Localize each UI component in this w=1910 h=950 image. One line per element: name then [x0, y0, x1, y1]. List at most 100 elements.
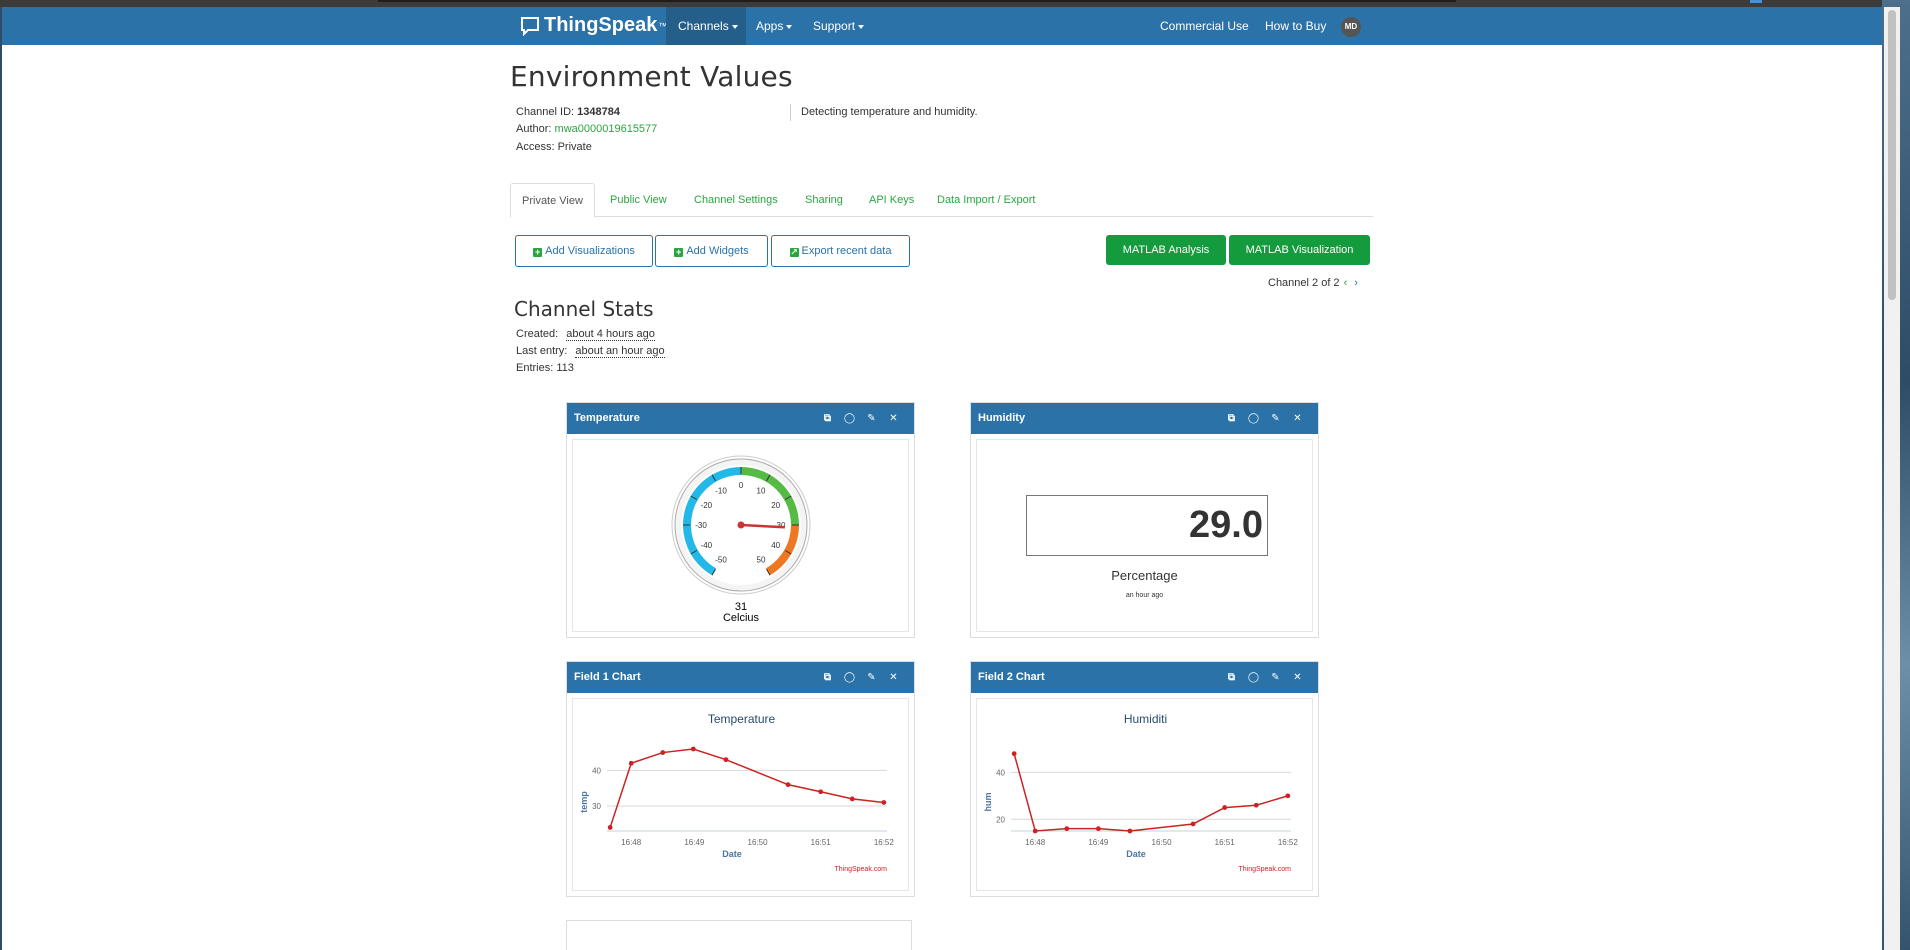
- chart-title: Temperature: [708, 712, 776, 726]
- tab-public-view[interactable]: Public View: [610, 194, 667, 206]
- nav-channels-label: Channels: [678, 19, 729, 33]
- data-point[interactable]: [1127, 828, 1133, 834]
- widget-header: Field 1 Chart ⧉ ◯ ✎ ✕: [567, 662, 914, 693]
- close-icon[interactable]: ✕: [889, 413, 898, 424]
- data-point[interactable]: [881, 800, 887, 805]
- brand-logo[interactable]: ThingSpeak ™: [520, 14, 667, 37]
- close-icon[interactable]: ✕: [889, 672, 898, 683]
- gauge-tick-label: 30: [777, 521, 786, 530]
- pencil-icon[interactable]: ✎: [1271, 672, 1280, 683]
- chart-credit-link[interactable]: ThingSpeak.com: [1238, 866, 1291, 873]
- last-entry-value: about an hour ago: [575, 345, 665, 358]
- pencil-icon[interactable]: ✎: [1271, 413, 1280, 424]
- data-point[interactable]: [1032, 828, 1038, 834]
- data-point[interactable]: [607, 825, 613, 830]
- data-point[interactable]: [818, 789, 824, 795]
- access-label: Access:: [516, 141, 555, 153]
- gauge-pivot: [737, 521, 745, 529]
- data-point[interactable]: [1222, 805, 1228, 810]
- comment-icon[interactable]: ◯: [1247, 672, 1260, 683]
- comment-icon[interactable]: ◯: [1247, 413, 1260, 424]
- tab-data-import-export[interactable]: Data Import / Export: [937, 194, 1036, 206]
- data-point[interactable]: [849, 796, 855, 802]
- tab-channel-settings[interactable]: Channel Settings: [694, 194, 778, 206]
- field2-chart-widget: Field 2 Chart ⧉ ◯ ✎ ✕ Humiditi 20 40 16:48 1…: [970, 661, 1319, 897]
- gauge-tick-label: -30: [695, 521, 707, 530]
- gauge-band-2: [766, 525, 799, 576]
- external-link-icon[interactable]: ⧉: [1227, 413, 1236, 424]
- data-point[interactable]: [1190, 821, 1196, 827]
- nav-commercial-use[interactable]: Commercial Use: [1160, 19, 1249, 33]
- gauge-tick-label: -10: [715, 486, 727, 495]
- channel-access: Access: Private: [516, 141, 592, 153]
- external-link-icon[interactable]: ⧉: [1227, 672, 1236, 683]
- data-point[interactable]: [1011, 751, 1017, 757]
- tab-sharing[interactable]: Sharing: [805, 194, 843, 206]
- export-recent-data-button[interactable]: ↗ Export recent data: [771, 235, 910, 267]
- pencil-icon[interactable]: ✎: [867, 413, 876, 424]
- nav-support[interactable]: Support: [813, 7, 865, 45]
- gauge-tick: [784, 495, 792, 500]
- close-icon[interactable]: ✕: [1293, 413, 1302, 424]
- gauge-tick: [711, 474, 716, 482]
- gauge-band-0: [683, 467, 741, 576]
- export-icon: ↗: [789, 247, 799, 257]
- gauge-tick: [784, 550, 792, 555]
- nav-how-to-buy[interactable]: How to Buy: [1265, 19, 1327, 33]
- data-point[interactable]: [660, 750, 666, 755]
- top-navbar: ThingSpeak ™ Channels Apps Support Commer…: [2, 7, 1882, 45]
- chart-credit-link[interactable]: ThingSpeak.com: [834, 866, 887, 873]
- gauge-tick-label: 40: [771, 541, 780, 550]
- x-tick-label: 16:48: [1025, 838, 1046, 847]
- humidity-unit: Percentage: [1111, 568, 1178, 583]
- page-title: Environment Values: [510, 60, 793, 93]
- chevron-right-icon[interactable]: ›: [1354, 277, 1358, 289]
- tab-api-keys[interactable]: API Keys: [869, 194, 915, 206]
- data-point[interactable]: [723, 757, 729, 763]
- data-point[interactable]: [1064, 826, 1070, 832]
- add-widgets-button[interactable]: + Add Widgets: [655, 235, 768, 267]
- y-tick-label: 40: [996, 768, 1005, 777]
- temperature-gauge: -50-40 -30 -20-10 0 10 20 30 40 50 31 Celcius: [671, 455, 811, 624]
- scrollbar-thumb[interactable]: [1888, 10, 1896, 300]
- comment-icon[interactable]: ◯: [843, 413, 856, 424]
- add-visualizations-button[interactable]: + Add Visualizations: [515, 235, 653, 267]
- gauge-unit: Celcius: [723, 612, 760, 624]
- matlab-analysis-button[interactable]: MATLAB Analysis: [1106, 235, 1226, 265]
- comment-icon[interactable]: ◯: [843, 672, 856, 683]
- brand-name: ThingSpeak: [544, 14, 658, 36]
- x-tick-label: 16:52: [1278, 838, 1299, 847]
- data-point[interactable]: [1253, 802, 1259, 808]
- tab-private-view[interactable]: Private View: [510, 183, 595, 218]
- gauge-value: 31: [735, 601, 747, 613]
- browser-chrome: [0, 0, 1910, 7]
- nav-apps[interactable]: Apps: [756, 7, 793, 45]
- data-point[interactable]: [1095, 826, 1101, 832]
- matlab-visualization-button[interactable]: MATLAB Visualization: [1229, 235, 1370, 265]
- channel-id: Channel ID: 1348784: [516, 106, 620, 118]
- user-avatar[interactable]: MD: [1341, 17, 1361, 37]
- pencil-icon[interactable]: ✎: [867, 672, 876, 683]
- x-tick-label: 16:49: [684, 838, 705, 847]
- channel-stats-heading: Channel Stats: [514, 297, 654, 321]
- nav-channels[interactable]: Channels: [666, 7, 746, 45]
- divider: [790, 104, 791, 121]
- close-icon[interactable]: ✕: [1293, 672, 1302, 683]
- external-link-icon[interactable]: ⧉: [823, 672, 832, 683]
- data-point[interactable]: [628, 760, 634, 766]
- data-point[interactable]: [690, 746, 696, 752]
- gauge-tick-label: -50: [715, 556, 727, 565]
- author-link[interactable]: mwa0000019615577: [554, 123, 658, 135]
- data-point[interactable]: [785, 782, 791, 788]
- author-label: Author:: [516, 123, 552, 135]
- field1-chart-widget: Field 1 Chart ⧉ ◯ ✎ ✕ Temperature 30 40 16:…: [566, 661, 915, 897]
- data-point[interactable]: [1285, 793, 1291, 799]
- chevron-down-icon: [786, 24, 793, 29]
- chevron-left-icon[interactable]: ‹: [1343, 277, 1348, 289]
- widget-body: Humiditi 20 40 16:48 16:49 16:50 16:51 16:52 Dat…: [976, 698, 1313, 891]
- x-tick-label: 16:48: [621, 838, 642, 847]
- temperature-widget: Temperature ⧉ ◯ ✎ ✕ -50 -40 -30 -20 -10 0 10 20…: [566, 402, 915, 638]
- gauge-tick: [690, 550, 698, 555]
- channel-id-value: 1348784: [577, 106, 620, 118]
- external-link-icon[interactable]: ⧉: [823, 413, 832, 424]
